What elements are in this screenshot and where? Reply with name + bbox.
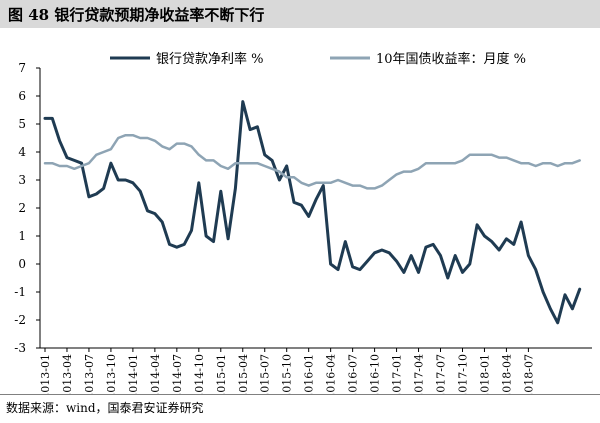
x-tick-label: 2015-10 — [281, 354, 294, 394]
x-tick-label: 2016-10 — [369, 354, 382, 394]
y-tick-label: -2 — [14, 313, 26, 327]
series-line-1 — [43, 100, 582, 325]
x-tick-label: 2013-10 — [105, 354, 118, 394]
legend-label-1: 银行贷款净利率 % — [156, 51, 264, 67]
y-tick-label: 5 — [18, 117, 26, 131]
legend-label-2: 10年国债收益率：月度 % — [376, 51, 526, 67]
x-tick-label: 2016-01 — [303, 354, 316, 394]
y-tick-label: -3 — [14, 341, 26, 355]
title-bar: 图 48 银行贷款预期净收益率不断下行 — [0, 0, 600, 28]
x-tick-label: 2014-04 — [149, 354, 162, 394]
x-tick-label: 2017-01 — [391, 354, 404, 394]
x-tick-label: 2014-01 — [127, 354, 140, 394]
x-tick-label: 2018-04 — [500, 354, 513, 394]
y-tick-label: 2 — [18, 201, 26, 215]
y-tick-label: 4 — [18, 145, 26, 159]
x-tick-label: 2017-07 — [435, 354, 448, 394]
divider — [0, 394, 600, 395]
x-tick-label: 2017-10 — [456, 354, 469, 394]
source-note: 数据来源：wind，国泰君安证券研究 — [6, 401, 204, 415]
y-tick-label: 6 — [18, 89, 26, 103]
x-tick-label: 2015-01 — [215, 354, 228, 394]
y-tick-label: 1 — [18, 229, 26, 243]
y-tick-label: 0 — [18, 257, 26, 271]
x-tick-label: 2014-07 — [171, 354, 184, 394]
x-tick-label: 2013-04 — [61, 354, 74, 394]
x-tick-label: 2016-07 — [347, 354, 360, 394]
x-tick-label: 2018-01 — [478, 354, 491, 394]
series-line-2 — [43, 133, 581, 190]
x-tick-label: 2013-07 — [83, 354, 96, 394]
x-tick-label: 2015-07 — [259, 354, 272, 394]
y-tick-label: -1 — [14, 285, 26, 299]
figure-title: 图 48 银行贷款预期净收益率不断下行 — [8, 6, 265, 24]
x-tick-label: 2017-04 — [413, 354, 426, 394]
y-tick-label: 7 — [18, 61, 26, 75]
x-tick-label: 2014-10 — [193, 354, 206, 394]
y-tick-label: 3 — [18, 173, 26, 187]
x-tick-label: 2016-04 — [325, 354, 338, 394]
x-tick-label: 2015-04 — [237, 354, 250, 394]
x-tick-label: 2013-01 — [39, 354, 52, 394]
x-tick-label: 2018-07 — [522, 354, 535, 394]
line-chart: -3 -2 -1 0 1 2 3 4 5 6 7 2013-01 2013-04 2013-07 2013-… — [14, 51, 592, 394]
